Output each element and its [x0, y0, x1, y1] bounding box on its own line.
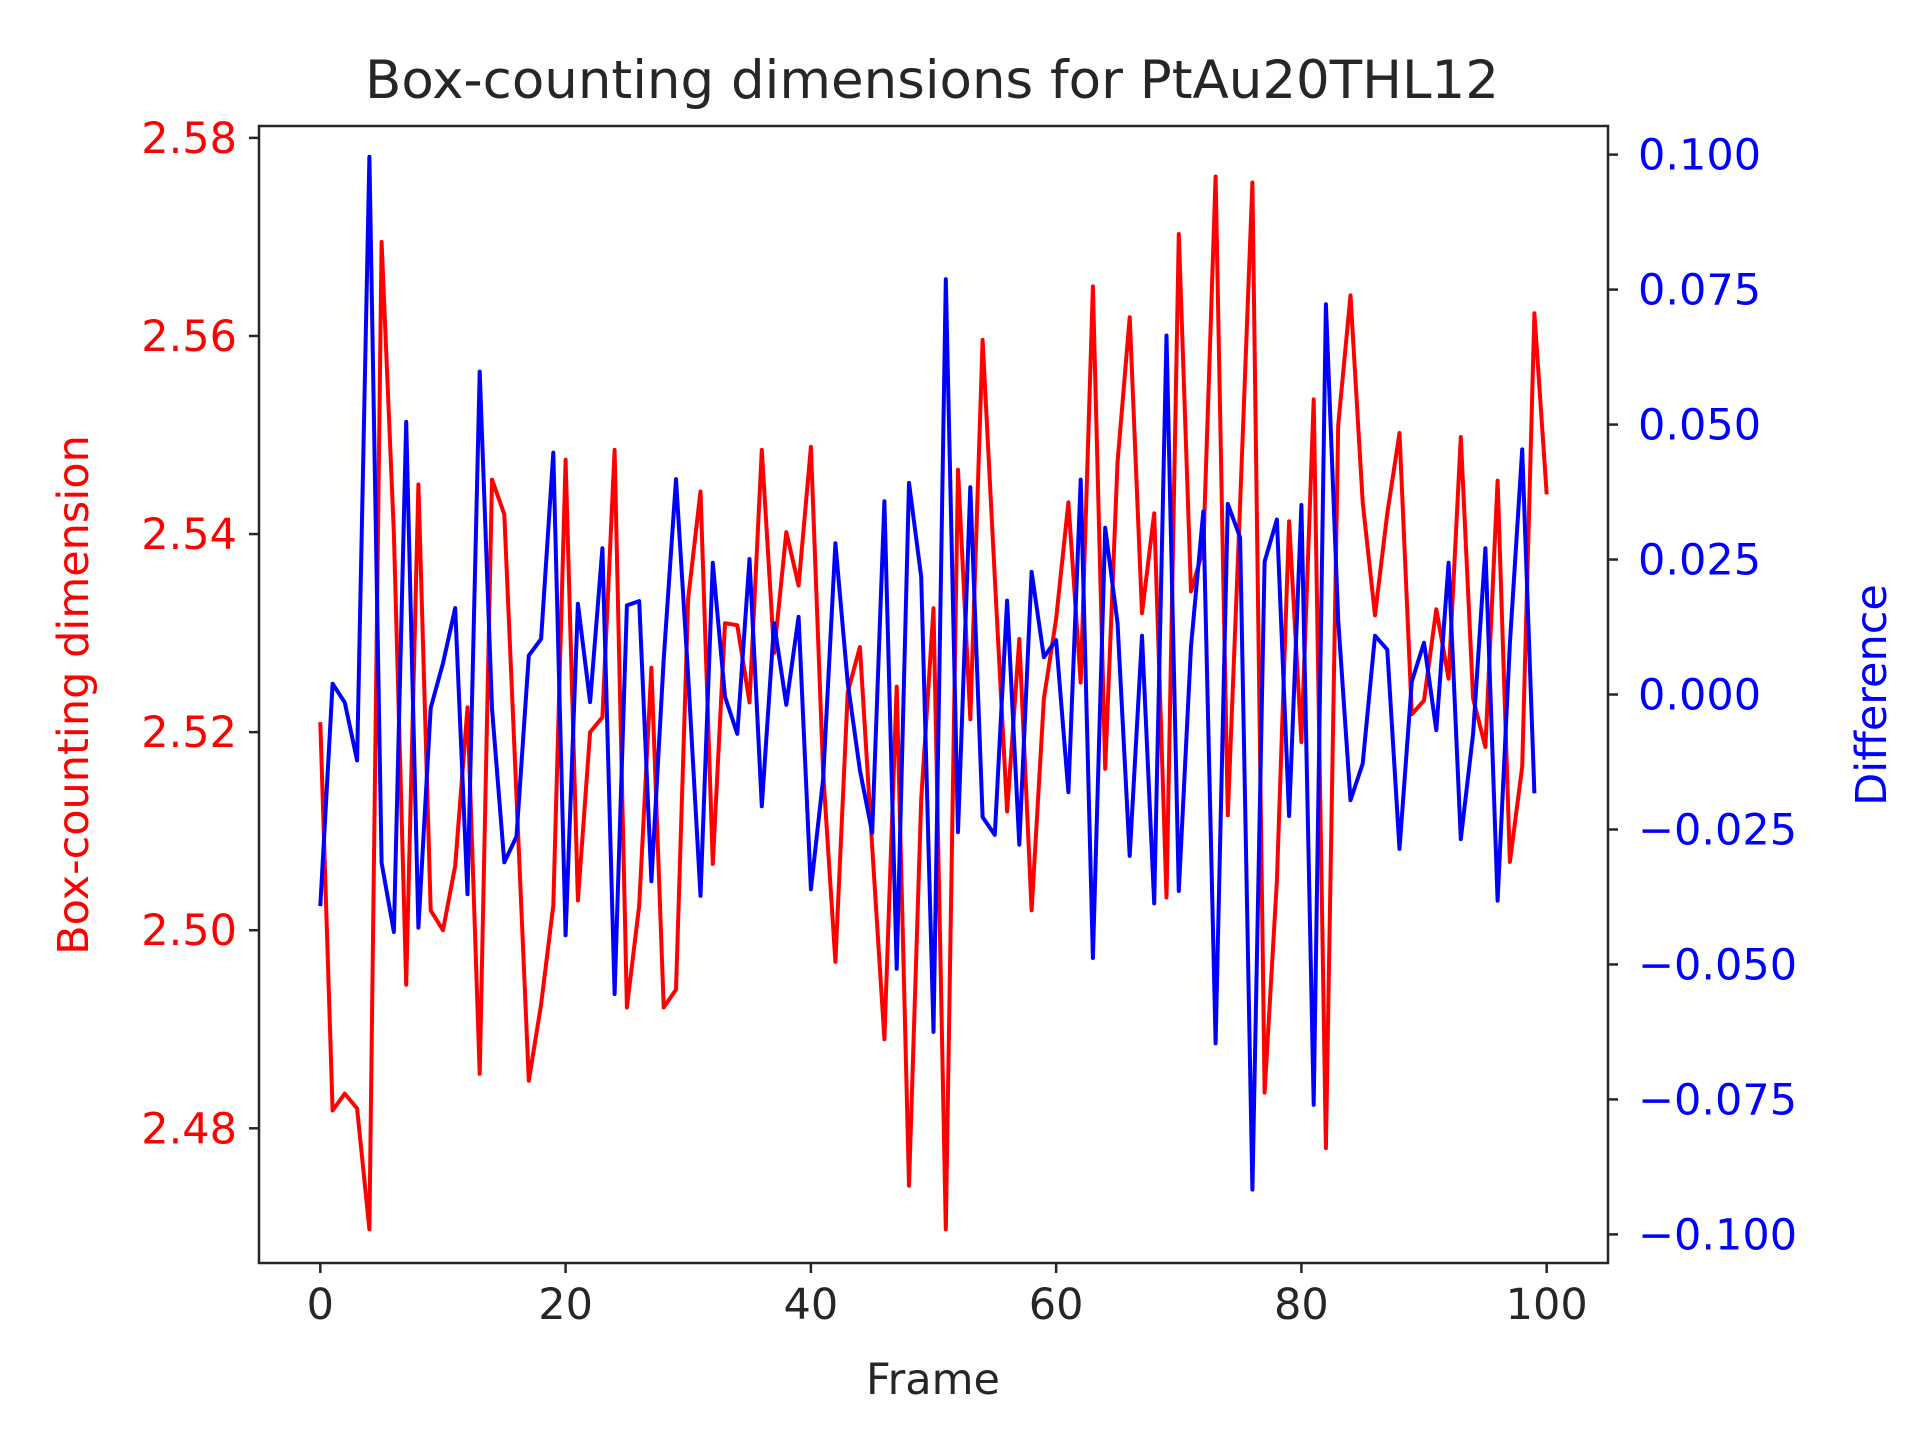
y-right-tick-label: 0.100: [1638, 131, 1761, 181]
y-left-tick-label: 2.50: [141, 906, 237, 956]
series-line-box-counting-dimension: [318, 174, 1549, 1232]
y-axis-left-label: Box-counting dimension: [49, 435, 99, 955]
x-tick-label: 100: [1506, 1280, 1588, 1330]
y-left-tick-label: 2.58: [141, 114, 237, 164]
y-right-tick-label: 0.050: [1638, 401, 1761, 451]
y-left-tick-label: 2.56: [141, 312, 237, 362]
y-right-tick-label: 0.000: [1638, 671, 1761, 721]
y-right-tick-label: −0.050: [1638, 940, 1797, 990]
y-right-tick-label: 0.075: [1638, 266, 1761, 316]
y-right-tick-label: −0.025: [1638, 805, 1797, 855]
y-left-tick-label: 2.54: [141, 510, 237, 560]
y-left-tick-label: 2.52: [141, 708, 237, 758]
series-line-difference: [318, 154, 1537, 1192]
x-tick-label: 20: [538, 1280, 593, 1330]
x-tick-label: 60: [1029, 1280, 1084, 1330]
y-right-tick-label: −0.075: [1638, 1075, 1797, 1125]
x-tick-label: 80: [1274, 1280, 1329, 1330]
x-axis-label: Frame: [866, 1355, 1000, 1405]
y-left-tick-label: 2.48: [141, 1104, 237, 1154]
y-right-tick-label: 0.025: [1638, 536, 1761, 586]
x-tick-label: 40: [784, 1280, 839, 1330]
y-axis-right-label: Difference: [1847, 584, 1897, 806]
y-right-tick-label: −0.100: [1638, 1210, 1797, 1260]
chart-title: Box-counting dimensions for PtAu20THL12: [365, 50, 1499, 111]
x-tick-label: 0: [307, 1280, 334, 1330]
plot-frame: [257, 124, 1610, 1265]
